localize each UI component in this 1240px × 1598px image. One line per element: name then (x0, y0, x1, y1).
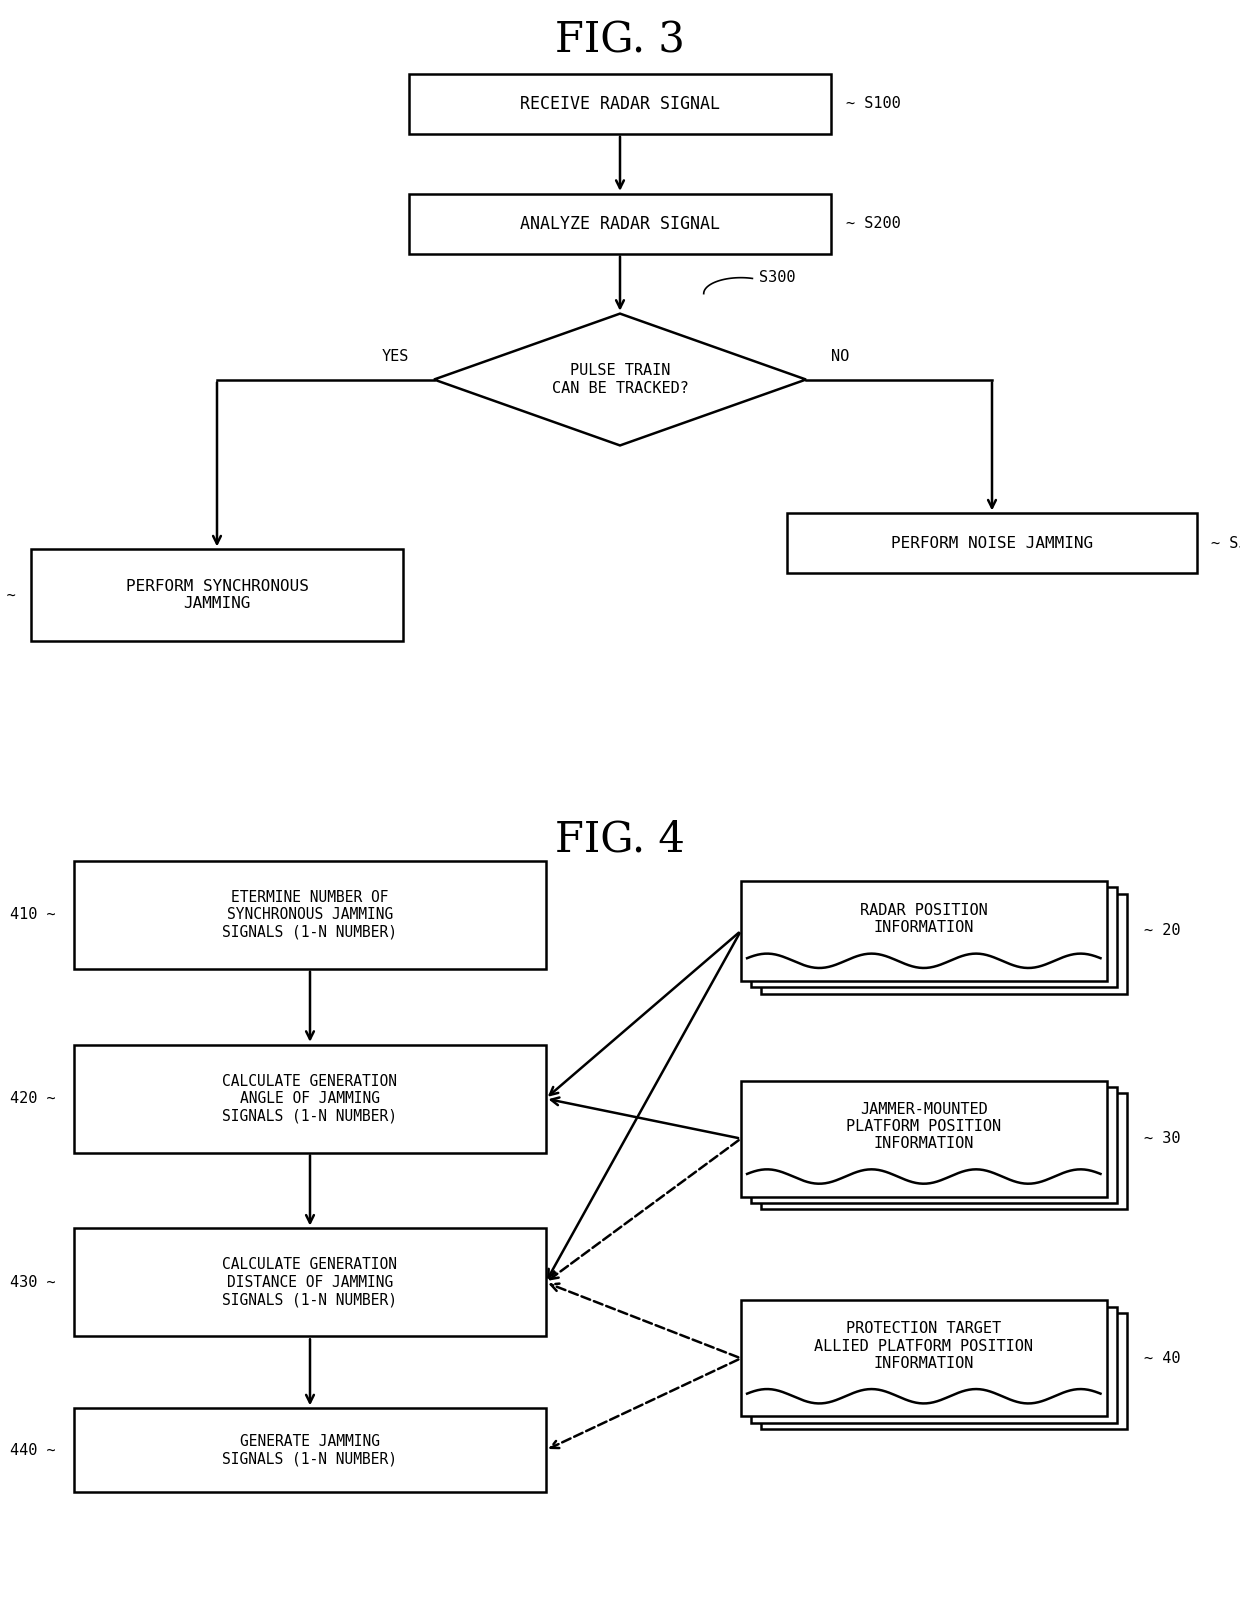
FancyBboxPatch shape (31, 550, 403, 641)
Text: PULSE TRAIN
CAN BE TRACKED?: PULSE TRAIN CAN BE TRACKED? (552, 363, 688, 396)
Text: PROTECTION TARGET
ALLIED PLATFORM POSITION
INFORMATION: PROTECTION TARGET ALLIED PLATFORM POSITI… (815, 1322, 1033, 1371)
Text: 410 ~: 410 ~ (10, 908, 56, 922)
FancyBboxPatch shape (74, 861, 546, 968)
FancyBboxPatch shape (761, 1093, 1127, 1210)
Text: ANALYZE RADAR SIGNAL: ANALYZE RADAR SIGNAL (520, 214, 720, 233)
Text: ~ 40: ~ 40 (1145, 1350, 1180, 1366)
FancyBboxPatch shape (751, 887, 1117, 988)
FancyBboxPatch shape (761, 893, 1127, 994)
Text: ~ S100: ~ S100 (846, 96, 900, 112)
Text: S300: S300 (759, 270, 796, 284)
Text: FIG. 3: FIG. 3 (556, 19, 684, 62)
Text: JAMMER-MOUNTED
PLATFORM POSITION
INFORMATION: JAMMER-MOUNTED PLATFORM POSITION INFORMA… (846, 1101, 1002, 1152)
Text: CALCULATE GENERATION
DISTANCE OF JAMMING
SIGNALS (1-N NUMBER): CALCULATE GENERATION DISTANCE OF JAMMING… (222, 1258, 398, 1307)
FancyBboxPatch shape (787, 513, 1197, 574)
Text: S400 ~: S400 ~ (0, 588, 16, 602)
FancyBboxPatch shape (74, 1408, 546, 1493)
Text: 440 ~: 440 ~ (10, 1443, 56, 1457)
Text: ~ S200: ~ S200 (846, 216, 900, 232)
FancyBboxPatch shape (742, 1301, 1107, 1416)
Text: GENERATE JAMMING
SIGNALS (1-N NUMBER): GENERATE JAMMING SIGNALS (1-N NUMBER) (222, 1433, 398, 1467)
Text: RECEIVE RADAR SIGNAL: RECEIVE RADAR SIGNAL (520, 94, 720, 113)
FancyBboxPatch shape (742, 880, 1107, 981)
Polygon shape (434, 313, 806, 446)
Text: PERFORM SYNCHRONOUS
JAMMING: PERFORM SYNCHRONOUS JAMMING (125, 578, 309, 612)
FancyBboxPatch shape (409, 193, 831, 254)
Text: 420 ~: 420 ~ (10, 1091, 56, 1106)
Text: NO: NO (831, 348, 849, 364)
Text: 430 ~: 430 ~ (10, 1275, 56, 1290)
FancyBboxPatch shape (761, 1314, 1127, 1429)
FancyBboxPatch shape (742, 1080, 1107, 1197)
FancyBboxPatch shape (751, 1087, 1117, 1203)
Text: RADAR POSITION
INFORMATION: RADAR POSITION INFORMATION (859, 903, 988, 935)
Text: PERFORM NOISE JAMMING: PERFORM NOISE JAMMING (890, 535, 1094, 551)
FancyBboxPatch shape (74, 1229, 546, 1336)
Text: ~ 20: ~ 20 (1145, 924, 1180, 938)
Text: ETERMINE NUMBER OF
SYNCHRONOUS JAMMING
SIGNALS (1-N NUMBER): ETERMINE NUMBER OF SYNCHRONOUS JAMMING S… (222, 890, 398, 940)
Text: CALCULATE GENERATION
ANGLE OF JAMMING
SIGNALS (1-N NUMBER): CALCULATE GENERATION ANGLE OF JAMMING SI… (222, 1074, 398, 1123)
Text: YES: YES (382, 348, 409, 364)
Text: ~ 30: ~ 30 (1145, 1131, 1180, 1146)
FancyBboxPatch shape (409, 74, 831, 134)
Text: FIG. 4: FIG. 4 (556, 818, 684, 861)
Text: ~ S500: ~ S500 (1211, 535, 1240, 551)
FancyBboxPatch shape (751, 1307, 1117, 1422)
FancyBboxPatch shape (74, 1045, 546, 1152)
